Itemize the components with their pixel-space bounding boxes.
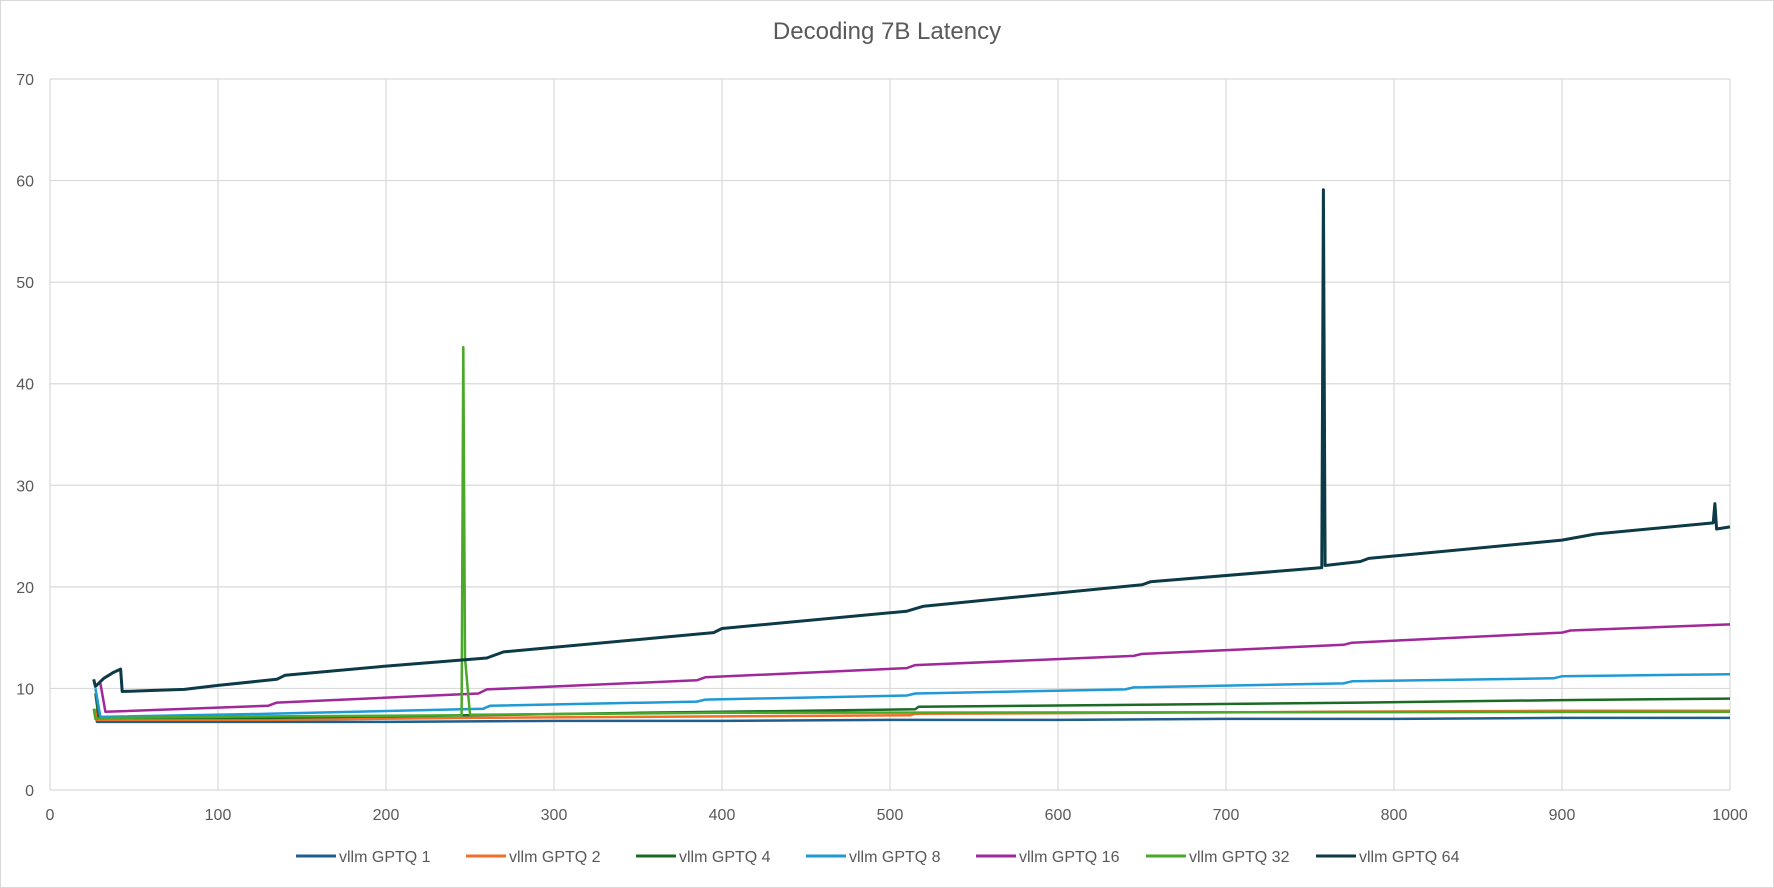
legend: vllm GPTQ 1 vllm GPTQ 2 vllm GPTQ 4 vllm GP… — [296, 849, 1460, 866]
legend-item: vllm GPTQ 1 — [296, 849, 431, 866]
legend-item: vllm GPTQ 32 — [1146, 849, 1290, 866]
legend-label: vllm GPTQ 64 — [1359, 849, 1460, 866]
y-tick-label: 20 — [16, 580, 34, 597]
x-tick-label: 300 — [541, 807, 568, 824]
legend-item: vllm GPTQ 8 — [806, 849, 941, 866]
legend-label: vllm GPTQ 16 — [1019, 849, 1120, 866]
x-tick-label: 900 — [1549, 807, 1576, 824]
x-tick-label: 700 — [1213, 807, 1240, 824]
x-tick-label: 400 — [709, 807, 736, 824]
series-line — [99, 623, 1731, 714]
y-tick-label: 70 — [16, 72, 34, 89]
y-tick-label: 60 — [16, 174, 34, 191]
legend-label: vllm GPTQ 1 — [339, 849, 431, 866]
x-tick-label: 0 — [46, 807, 55, 824]
y-tick-label: 30 — [16, 478, 34, 495]
y-tick-label: 0 — [25, 783, 34, 800]
series-line — [92, 345, 1731, 721]
series-line — [92, 188, 1731, 693]
legend-item: vllm GPTQ 16 — [976, 849, 1120, 866]
x-tick-label: 600 — [1045, 807, 1072, 824]
y-tick-label: 50 — [16, 275, 34, 292]
series-lines — [92, 188, 1731, 724]
legend-label: vllm GPTQ 4 — [679, 849, 771, 866]
chart-title: Decoding 7B Latency — [772, 18, 1002, 45]
legend-item: vllm GPTQ 4 — [636, 849, 771, 866]
x-tick-label: 500 — [877, 807, 904, 824]
x-tick-label: 100 — [205, 807, 232, 824]
x-tick-label: 200 — [373, 807, 400, 824]
x-tick-label: 800 — [1381, 807, 1408, 824]
legend-label: vllm GPTQ 2 — [509, 849, 601, 866]
y-tick-label: 10 — [16, 681, 34, 698]
legend-item: vllm GPTQ 2 — [466, 849, 601, 866]
gridlines — [49, 78, 1731, 791]
legend-label: vllm GPTQ 8 — [849, 849, 941, 866]
series-line — [94, 672, 1731, 719]
legend-item: vllm GPTQ 64 — [1316, 849, 1460, 866]
x-tick-label: 1000 — [1712, 807, 1748, 824]
legend-label: vllm GPTQ 32 — [1189, 849, 1290, 866]
y-tick-label: 40 — [16, 377, 34, 394]
series-line — [94, 713, 1730, 724]
